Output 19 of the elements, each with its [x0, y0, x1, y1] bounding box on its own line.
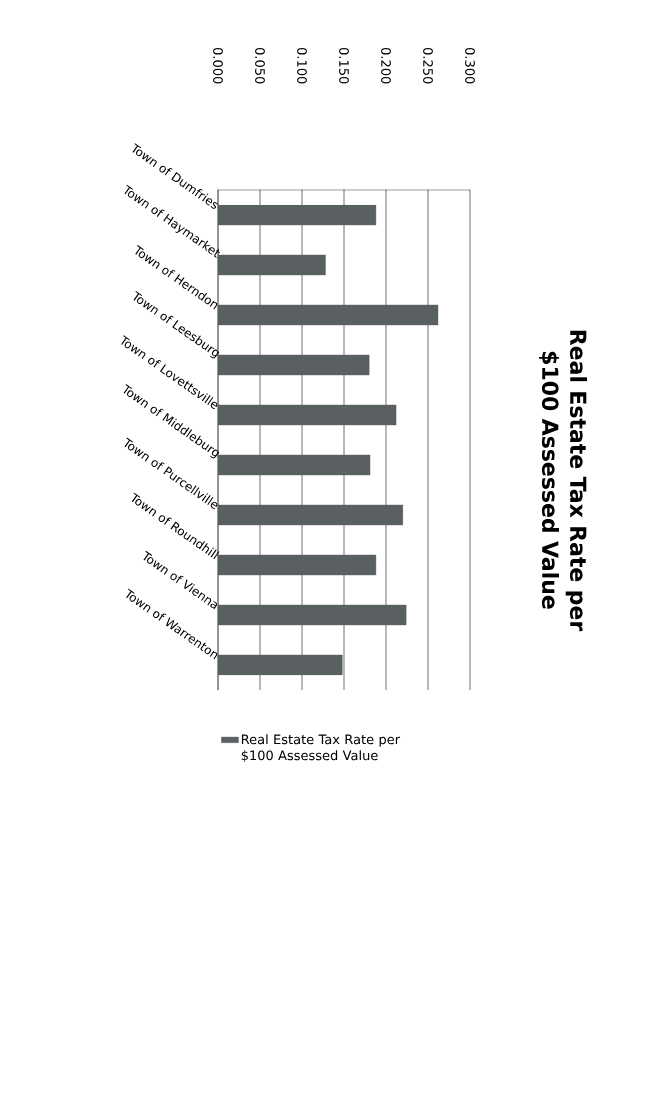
bar [218, 254, 326, 276]
bar [218, 654, 343, 676]
x-tick-label: 0.100 [297, 47, 307, 84]
bar [218, 504, 403, 526]
bar [218, 604, 407, 626]
bar [218, 554, 377, 576]
bar [218, 404, 397, 426]
x-tick-label: 0.000 [213, 47, 223, 84]
text: Real Estate Tax Rate per $100 Assessed Value [539, 330, 587, 632]
x-tick-label: 0.250 [423, 47, 433, 84]
bar [218, 354, 370, 376]
x-tick-label: 0.150 [339, 47, 349, 84]
x-tick-label: 0.050 [255, 47, 265, 84]
x-tick-label: 0.300 [465, 47, 475, 84]
x-tick-label: 0.200 [381, 47, 391, 84]
bar [218, 454, 371, 476]
legend-label: Real Estate Tax Rate per $100 Assessed Value [241, 734, 401, 762]
bar [218, 304, 439, 326]
bar [218, 204, 377, 226]
